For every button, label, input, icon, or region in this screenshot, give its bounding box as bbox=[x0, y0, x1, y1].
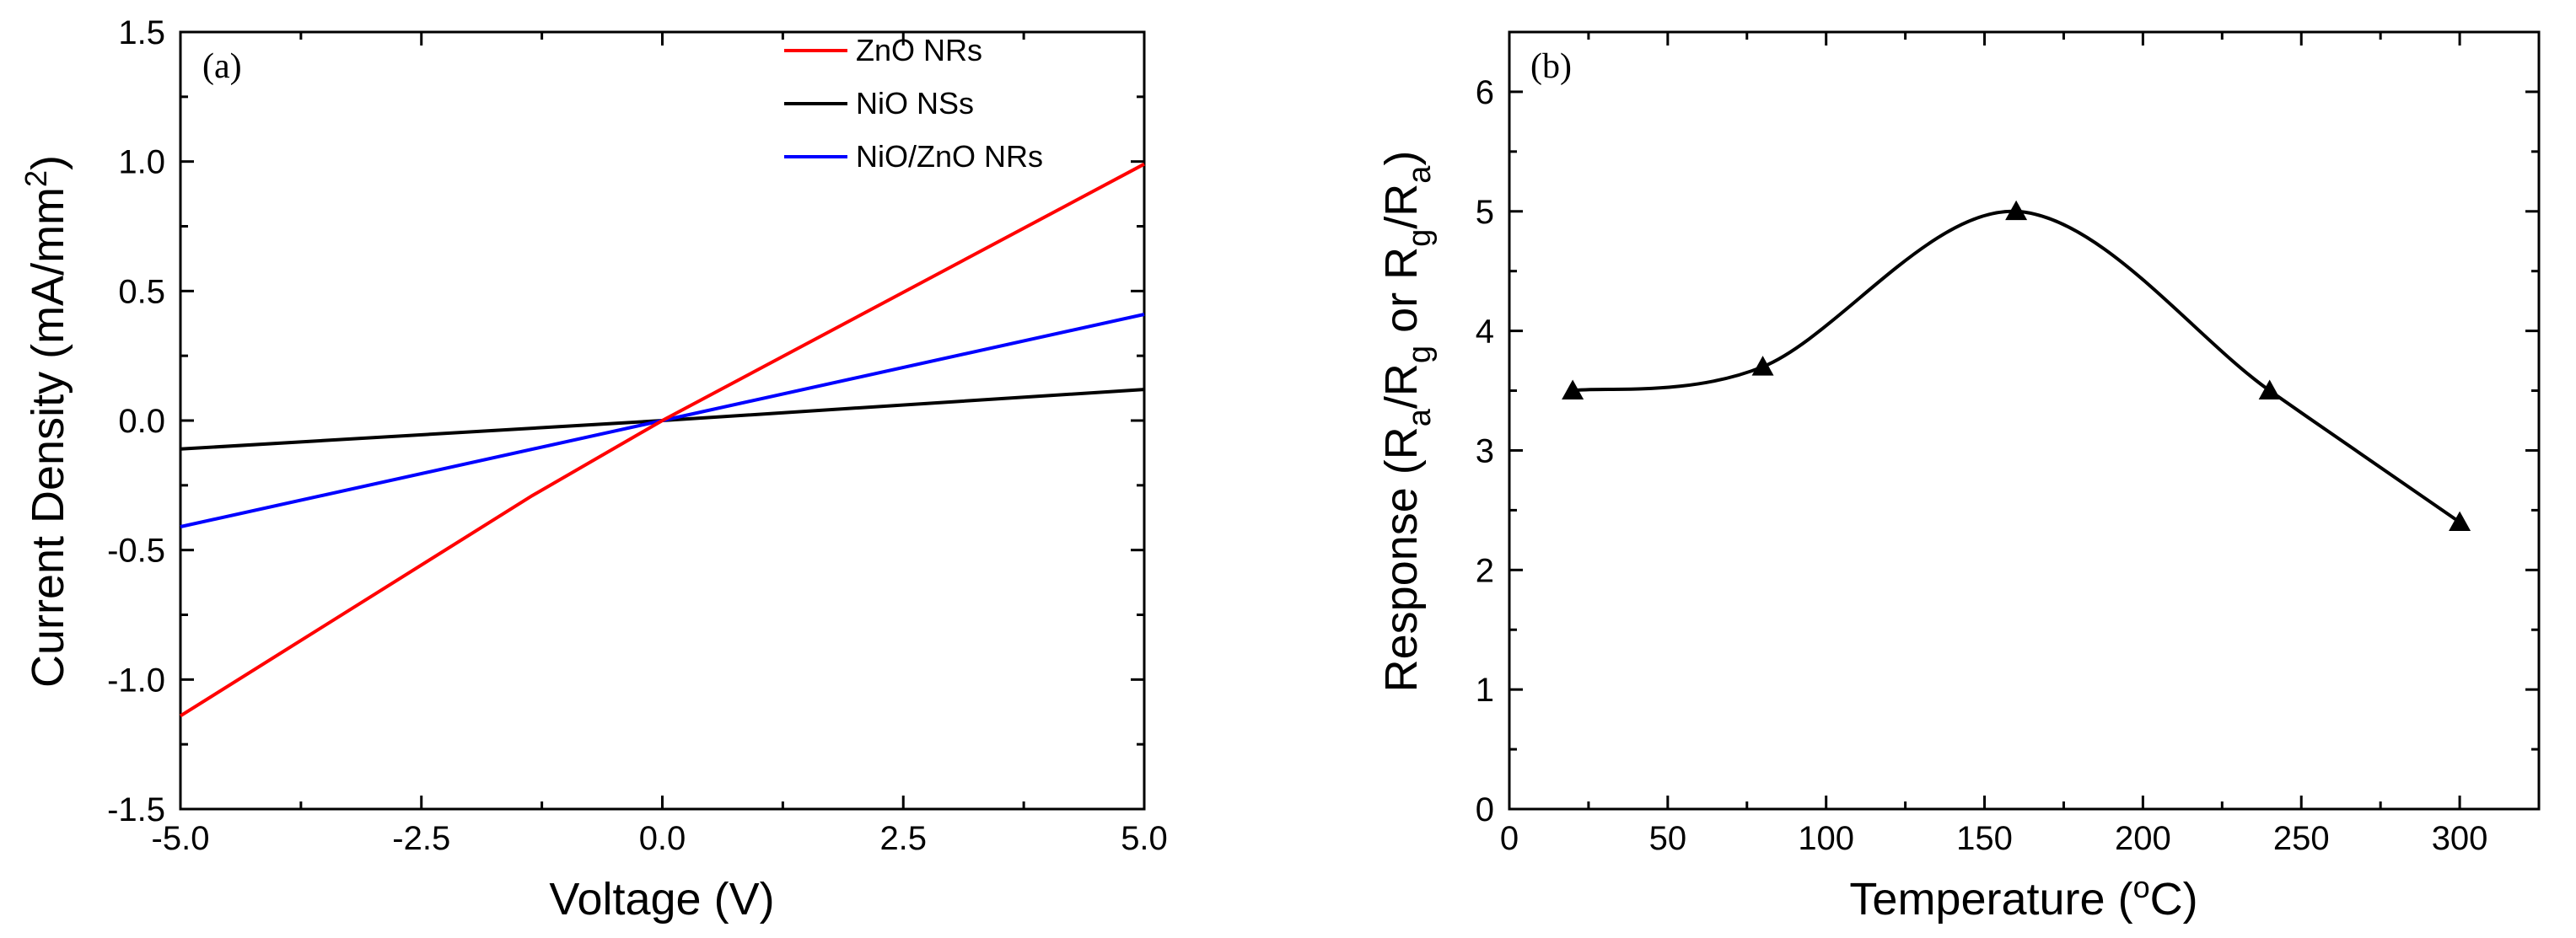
y-tick-label-b: 5 bbox=[1476, 194, 1494, 231]
x-tick-label-b: 100 bbox=[1798, 820, 1854, 857]
y-axis-title-b-part: or R bbox=[1376, 247, 1427, 346]
y-tick-labels-b: 0 1 2 3 4 5 6 bbox=[1476, 74, 1494, 828]
x-tick-label-a: 0.0 bbox=[639, 820, 686, 857]
series-line-response bbox=[1572, 209, 2461, 524]
panel-label-b: (b) bbox=[1530, 47, 1572, 86]
x-axis-title-b: Temperature (oC) bbox=[1849, 870, 2197, 925]
x-tick-labels-b: 0 50 100 150 200 250 300 bbox=[1500, 820, 2488, 857]
y-tick-label-b: 1 bbox=[1476, 672, 1494, 709]
x-tick-label-b: 50 bbox=[1649, 820, 1687, 857]
x-tick-label-b: 0 bbox=[1500, 820, 1519, 857]
y-axis-title-a-main: Current Density (mA/mm bbox=[23, 187, 73, 688]
y-tick-label-b: 4 bbox=[1476, 314, 1494, 351]
chart-panel-a: -5.0 -2.5 0.0 2.5 5.0 -1.5 -1.0 -0.5 0.0 0.5 1.0 1… bbox=[19, 14, 1168, 925]
legend-label: NiO/ZnO NRs bbox=[856, 139, 1043, 174]
y-axis-title-b-sub: a bbox=[1402, 165, 1438, 184]
y-tick-label-a: 0.0 bbox=[118, 403, 165, 440]
y-axis-title-a-sup: 2 bbox=[19, 170, 53, 187]
y-tick-label-a: -1.0 bbox=[107, 662, 165, 699]
x-tick-label-a: -5.0 bbox=[152, 820, 210, 857]
x-tick-label-b: 250 bbox=[2273, 820, 2330, 857]
y-tick-label-b: 6 bbox=[1476, 74, 1494, 111]
data-point-marker bbox=[1751, 356, 1774, 376]
legend-label: NiO NSs bbox=[856, 86, 974, 121]
y-axis-title-b-sub: g bbox=[1402, 346, 1438, 363]
y-tick-label-a: 1.5 bbox=[118, 14, 165, 51]
y-axis-title-a: Current Density (mA/mm2) bbox=[19, 155, 73, 688]
series-line-zno-nrs bbox=[179, 162, 1145, 718]
x-tick-label-b: 300 bbox=[2432, 820, 2488, 857]
data-lines-a bbox=[179, 162, 1145, 718]
y-tick-label-b: 0 bbox=[1476, 791, 1494, 828]
data-point-marker bbox=[2258, 379, 2281, 399]
y-axis-title-b: Response (Ra/Rg or Rg/Ra) bbox=[1376, 151, 1438, 693]
x-tick-label-b: 150 bbox=[1956, 820, 2013, 857]
x-axis-title-b-sup: o bbox=[2133, 870, 2150, 904]
x-axis-title-b-end: C) bbox=[2150, 874, 2198, 925]
data-point-marker bbox=[1562, 379, 1584, 399]
x-tick-labels-a: -5.0 -2.5 0.0 2.5 5.0 bbox=[152, 820, 1168, 857]
y-axis-title-b-part: ) bbox=[1376, 151, 1427, 166]
y-tick-label-a: -1.5 bbox=[107, 791, 165, 828]
y-axis-title-a-end: ) bbox=[23, 155, 73, 170]
data-lines-b bbox=[1562, 200, 2471, 531]
panel-label-a: (a) bbox=[202, 47, 242, 86]
y-tick-labels-a: -1.5 -1.0 -0.5 0.0 0.5 1.0 1.5 bbox=[107, 14, 165, 828]
data-point-marker bbox=[2449, 511, 2471, 531]
axis-ticks-a bbox=[179, 30, 1146, 811]
y-tick-label-b: 2 bbox=[1476, 552, 1494, 589]
x-tick-label-a: -2.5 bbox=[392, 820, 450, 857]
y-axis-title-b-part: /R bbox=[1376, 363, 1427, 409]
x-axis-title-b-main: Temperature ( bbox=[1849, 874, 2132, 925]
x-axis-title-a: Voltage (V) bbox=[549, 874, 774, 925]
data-point-marker bbox=[2005, 200, 2028, 221]
x-tick-label-a: 5.0 bbox=[1121, 820, 1168, 857]
plot-frame-b bbox=[1508, 30, 2541, 811]
y-tick-label-a: 0.5 bbox=[118, 273, 165, 310]
legend-a: ZnO NRs NiO NSs NiO/ZnO NRs bbox=[784, 33, 1043, 174]
y-axis-title-b-part: /R bbox=[1376, 184, 1427, 229]
legend-label: ZnO NRs bbox=[856, 33, 982, 67]
y-tick-label-b: 3 bbox=[1476, 432, 1494, 469]
y-axis-title-b-sub: a bbox=[1402, 408, 1438, 426]
x-tick-label-b: 200 bbox=[2115, 820, 2171, 857]
axis-ticks-b bbox=[1508, 30, 2541, 811]
y-axis-title-b-part: Response (R bbox=[1376, 426, 1427, 692]
y-tick-label-a: -0.5 bbox=[107, 533, 165, 570]
x-tick-label-a: 2.5 bbox=[879, 820, 927, 857]
chart-panel-b: 0 50 100 150 200 250 300 0 1 2 3 4 5 6 (b) Temperatu… bbox=[1376, 30, 2541, 925]
y-axis-title-b-sub: g bbox=[1402, 229, 1438, 247]
y-tick-label-a: 1.0 bbox=[118, 144, 165, 181]
